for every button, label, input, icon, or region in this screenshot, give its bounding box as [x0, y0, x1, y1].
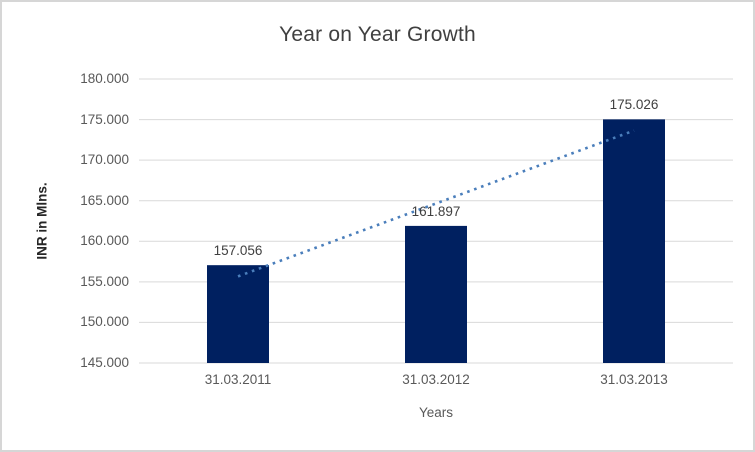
bar-data-label: 175.026	[609, 97, 659, 113]
bar	[603, 119, 665, 363]
y-axis-title: INR in Mlns.	[34, 182, 50, 260]
x-axis-title: Years	[418, 405, 454, 420]
y-tick-label: 170.000	[80, 152, 129, 168]
x-tick-label: 31.03.2013	[600, 372, 668, 387]
chart-title: Year on Year Growth	[279, 23, 476, 46]
y-tick-label: 150.000	[80, 314, 129, 330]
x-tick-label: 31.03.2012	[402, 372, 470, 387]
y-tick-label: 180.000	[80, 71, 129, 86]
y-tick-label: 175.000	[80, 111, 129, 127]
bar	[207, 265, 269, 363]
y-tick-label: 165.000	[80, 192, 129, 208]
plot-area	[139, 78, 733, 364]
y-tick-label: 155.000	[80, 273, 129, 289]
y-tick-label: 145.000	[80, 355, 129, 370]
bar-data-label: 161.897	[411, 203, 461, 219]
bar-data-label: 157.056	[213, 243, 263, 259]
x-tick-label: 31.03.2011	[204, 372, 272, 387]
bar	[405, 225, 467, 363]
y-tick-label: 160.000	[80, 233, 129, 249]
